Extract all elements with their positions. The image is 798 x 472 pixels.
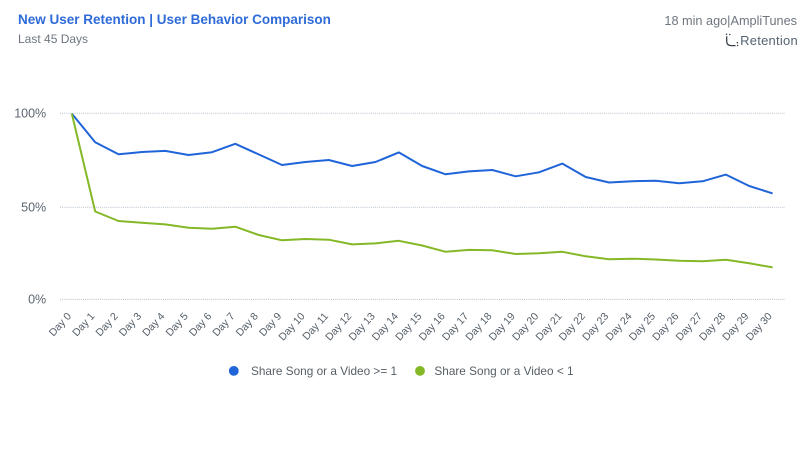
svg-text:Day 7: Day 7 (210, 310, 237, 339)
svg-text:Share Song or a Video < 1: Share Song or a Video < 1 (434, 364, 573, 378)
svg-text:Day 8: Day 8 (234, 310, 261, 339)
svg-text:Day 0: Day 0 (47, 310, 74, 339)
svg-text:Share Song or a Video >= 1: Share Song or a Video >= 1 (251, 364, 397, 378)
svg-text:Day 1: Day 1 (70, 310, 97, 339)
svg-text:100%: 100% (14, 106, 46, 120)
svg-text:0%: 0% (28, 293, 46, 307)
svg-text:Day 4: Day 4 (140, 310, 167, 339)
svg-text:50%: 50% (21, 200, 46, 214)
svg-text:Day 30: Day 30 (744, 310, 775, 343)
svg-text:Day 3: Day 3 (117, 310, 144, 339)
svg-text:Day 5: Day 5 (164, 310, 191, 339)
svg-text:Day 2: Day 2 (93, 310, 120, 339)
svg-text:Day 6: Day 6 (187, 310, 214, 339)
